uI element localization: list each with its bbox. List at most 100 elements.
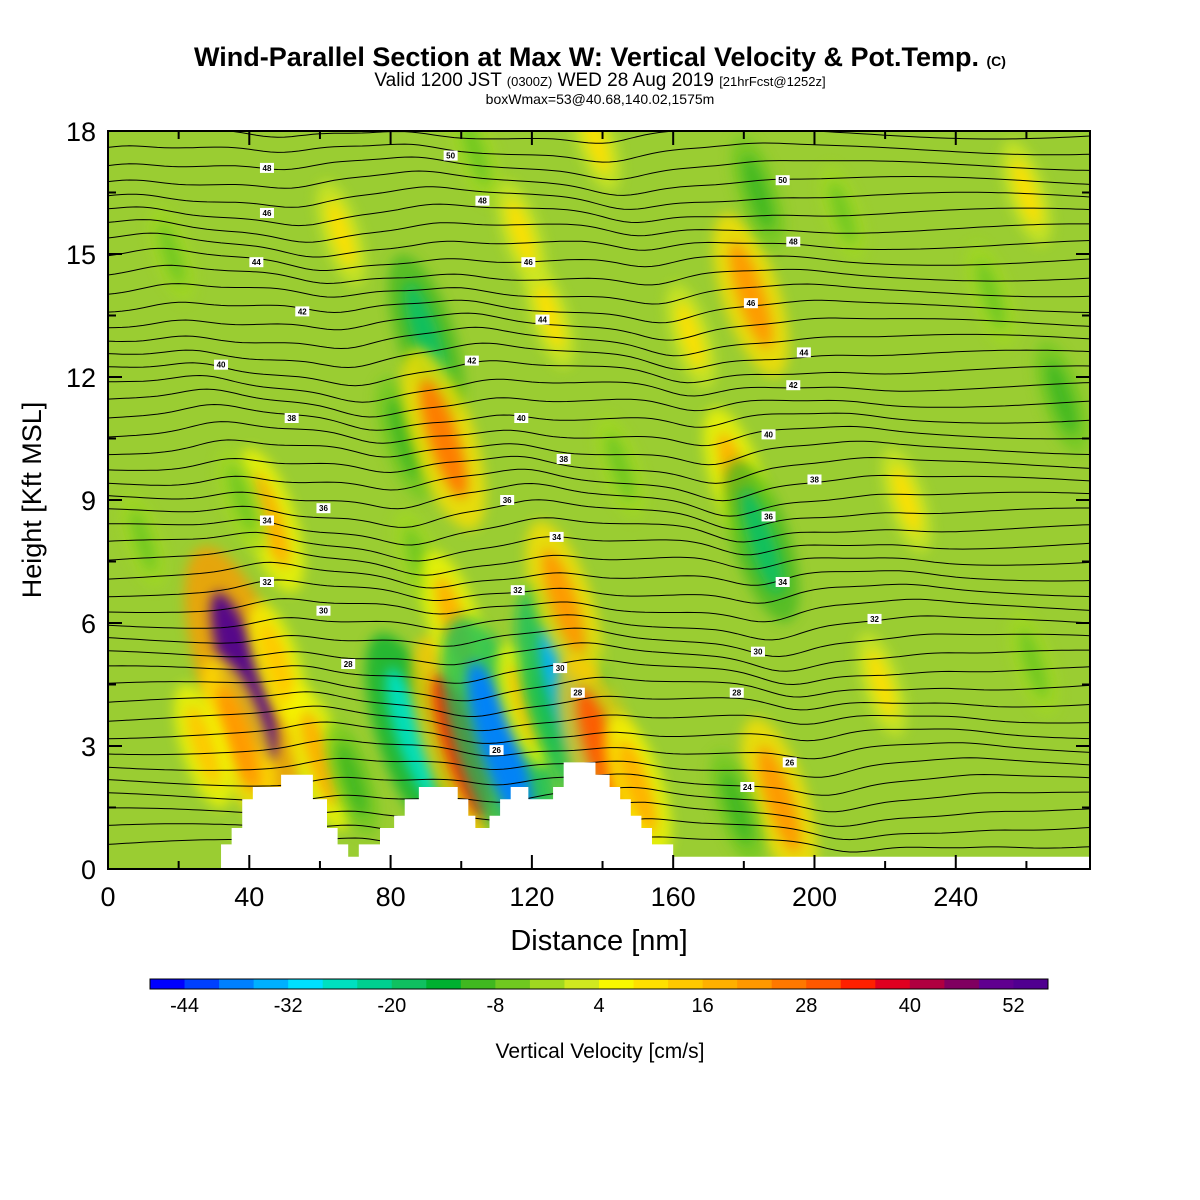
isentrope-line [108, 658, 1090, 686]
colorbar-tick-label: 52 [1002, 995, 1024, 1017]
colorbar-swatch [633, 979, 669, 989]
velocity-cell [1034, 340, 1089, 455]
isentrope-line [108, 499, 1090, 531]
contour-label-bg [775, 577, 790, 587]
isentrope-line [108, 203, 1090, 227]
isentrope-line [108, 232, 1090, 258]
x-tick-label: 40 [234, 882, 264, 912]
contour-label: 36 [319, 504, 328, 513]
colorbar-swatch [357, 979, 393, 989]
contour-label: 32 [263, 578, 272, 587]
contour-label: 30 [754, 648, 763, 657]
velocity-cell [401, 347, 486, 530]
contour-label: 50 [778, 176, 787, 185]
x-tick-label: 80 [376, 882, 406, 912]
colorbar-swatch [564, 979, 600, 989]
isentrope-line [108, 299, 1090, 324]
contour-label-bg [521, 257, 536, 268]
colorbar-label: Vertical Velocity [cm/s] [496, 1040, 705, 1063]
contour-label: 38 [559, 455, 568, 464]
contour-label: 40 [517, 414, 526, 423]
isentrope-line [108, 360, 1090, 387]
contour-label: 48 [478, 197, 487, 206]
isentrope-line [108, 186, 1090, 210]
plot-area: 28 30 32 34 36 38 40 42 44 46 48 50 48 46 44 42 40 38 36 34… [107, 130, 1091, 870]
contour-label-bg [775, 175, 790, 186]
contour-label-bg [796, 347, 811, 358]
valid-time-text: Valid 1200 JST [374, 70, 502, 91]
isentrope-line [108, 170, 1090, 196]
velocity-cell [316, 181, 367, 286]
velocity-cell [174, 683, 233, 809]
isentrope-line [108, 545, 1090, 576]
contour-label-bg [553, 663, 568, 674]
velocity-cell [730, 135, 786, 250]
colorbar-swatch [184, 979, 220, 989]
colorbar-frame [149, 978, 1049, 990]
velocity-cell [856, 632, 907, 737]
y-tick-label: 15 [66, 240, 96, 270]
contour-label: 28 [732, 689, 741, 698]
contour-label-bg [514, 413, 529, 423]
y-tick-label: 6 [81, 609, 96, 639]
colorbar-swatch [391, 979, 427, 989]
y-tick-label: 3 [81, 732, 96, 762]
contour-label: 50 [446, 152, 455, 161]
contour-label-bg [249, 257, 264, 268]
contour-label-bg [284, 413, 299, 423]
contour-label-bg [341, 659, 356, 669]
y-axis-label: Height [Kft MSL] [17, 402, 47, 599]
colorbar-swatch [529, 979, 565, 989]
colorbar-swatch [460, 979, 496, 989]
terrain-profile [108, 762, 1090, 869]
contour-label-bg [535, 314, 550, 325]
title-mark: (C) [986, 53, 1006, 69]
contour-label-bg [782, 757, 797, 768]
contour-label: 42 [298, 307, 307, 316]
contour-label-bg [510, 585, 525, 596]
contour-label: 24 [743, 783, 752, 792]
isentrope-line [108, 403, 1090, 431]
velocity-cell [713, 213, 789, 377]
contour-label-bg [786, 380, 801, 391]
contour-label-bg [750, 646, 765, 657]
velocity-cell [148, 206, 195, 302]
velocity-cell [881, 447, 932, 553]
contour-label: 44 [252, 258, 261, 267]
contour-label-bg [549, 531, 564, 542]
velocity-cell [595, 414, 646, 520]
contour-label-bg [443, 150, 458, 161]
colorbar-swatch [495, 979, 531, 989]
x-tick-label: 120 [509, 882, 554, 912]
isentrope-line [108, 326, 1090, 357]
contour-label: 32 [870, 615, 879, 624]
contour-label: 36 [764, 512, 773, 521]
isentrope-line [108, 757, 1090, 778]
contour-label-bg [786, 236, 801, 247]
isentrope-line [108, 374, 1090, 403]
colorbar-tick-label: 4 [593, 995, 604, 1017]
contour-label-bg [761, 429, 776, 440]
velocity-cell [1008, 611, 1059, 717]
contour-label: 28 [344, 660, 353, 669]
isentrope-line [108, 283, 1090, 305]
chart-title: Wind-Parallel Section at Max W: Vertical… [150, 42, 1050, 76]
contour-label: 44 [799, 348, 808, 357]
contour-label: 38 [287, 414, 296, 423]
colorbar-swatch [219, 979, 255, 989]
forecast-info-text: [21hrFcst@1252z] [719, 74, 826, 89]
contour-label-bg [570, 687, 585, 698]
contour-label: 48 [263, 164, 272, 173]
contour-label-bg [761, 511, 776, 522]
valid-date-text: WED 28 Aug 2019 [557, 70, 714, 91]
isentrope-line [108, 482, 1090, 517]
colorbar-swatch [909, 979, 945, 989]
y-tick-label: 9 [81, 486, 96, 516]
contour-label-bg [259, 577, 274, 587]
contour-label-bg [729, 687, 744, 698]
contour-label-bg [867, 613, 882, 624]
x-tick-label: 160 [651, 882, 696, 912]
box-wmax-info: boxWmax=53@40.68,140.02,1575m [485, 91, 715, 107]
contour-label: 46 [746, 299, 755, 308]
isentrope-line [108, 739, 1090, 760]
